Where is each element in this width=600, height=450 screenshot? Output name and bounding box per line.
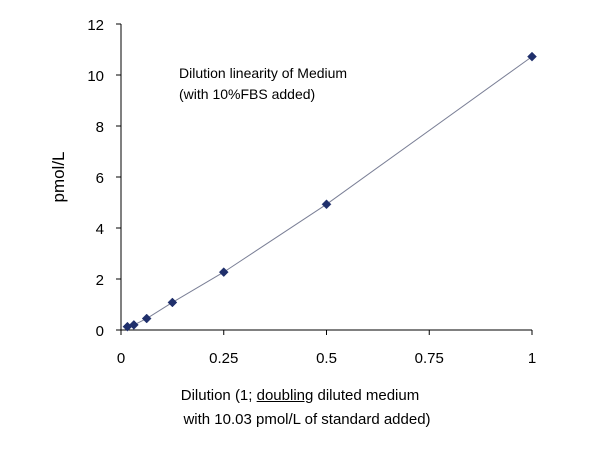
data-point — [167, 297, 178, 308]
annotation-line-1: Dilution linearity of Medium — [179, 65, 348, 81]
data-point — [128, 320, 139, 330]
x-tick-label: 0.5 — [316, 350, 337, 367]
data-point — [321, 199, 332, 210]
x-ticks: 0 0.25 0.5 0.75 1 — [117, 330, 536, 367]
x-tick-label: 1 — [528, 350, 536, 367]
y-tick-label: 0 — [96, 323, 104, 340]
y-tick-label: 4 — [96, 221, 104, 238]
y-ticks: 0 2 4 6 8 10 12 — [87, 17, 121, 340]
data-points — [122, 51, 537, 332]
data-point — [527, 51, 537, 62]
y-tick-label: 12 — [87, 17, 104, 34]
x-tick-label: 0.25 — [209, 350, 238, 367]
chart-annotation: Dilution linearity of Medium (with 10%FB… — [179, 63, 347, 105]
x-axis-label-underlined: doubling — [256, 387, 314, 404]
y-tick-label: 2 — [96, 272, 104, 289]
x-axis-label-suffix: diluted medium — [313, 387, 420, 404]
y-tick-label: 6 — [96, 170, 104, 187]
y-tick-label: 10 — [87, 68, 104, 85]
y-axis-label: pmol/L — [49, 151, 68, 202]
x-axis-label-line-2: with 10.03 pmol/L of standard added) — [183, 411, 431, 428]
x-tick-label: 0 — [117, 350, 125, 367]
x-tick-label: 0.75 — [415, 350, 444, 367]
plot-area — [121, 24, 532, 330]
x-axis-label: Dilution (1; doubling diluted medium — [0, 385, 600, 407]
y-tick-label: 8 — [96, 119, 104, 136]
data-point — [218, 267, 229, 277]
annotation-line-2: (with 10%FBS added) — [179, 86, 316, 102]
x-axis-label-prefix: Dilution (1; — [180, 387, 257, 404]
data-point — [141, 313, 152, 324]
